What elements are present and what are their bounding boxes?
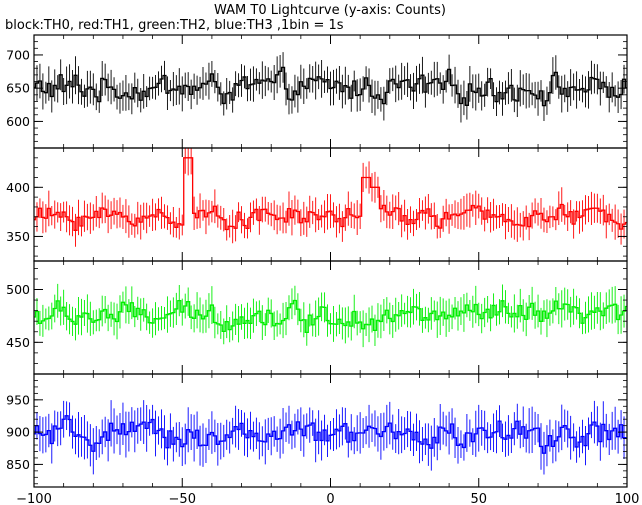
- error-bars-th3: [34, 400, 627, 475]
- x-tick-label: 0: [326, 492, 334, 505]
- series-th1: [34, 148, 627, 247]
- series-th3: [34, 400, 627, 475]
- panel-th3: 850 900 950: [6, 373, 628, 488]
- panels-group: 600 650 700 350 400 450 500 850 900 950: [6, 34, 628, 488]
- x-tick-label: 100: [615, 492, 640, 505]
- series-th0: [34, 52, 627, 123]
- y-tick-label: 500: [6, 282, 30, 297]
- y-tick-label: 400: [6, 180, 30, 195]
- y-tick-label: 650: [6, 81, 30, 96]
- error-bars-th2: [34, 283, 627, 348]
- y-tick-label: 700: [6, 47, 30, 62]
- x-axis: −100 −50 0 50 100: [16, 492, 639, 505]
- step-line-th1: [34, 157, 627, 231]
- step-line-th0: [34, 66, 627, 107]
- x-tick-label: 50: [470, 492, 487, 505]
- y-tick-label: 450: [6, 335, 30, 350]
- panel-th2: 450 500: [6, 260, 628, 375]
- step-line-th3: [34, 415, 627, 454]
- step-line-th2: [34, 299, 627, 334]
- y-tick-label: 950: [6, 392, 30, 407]
- series-th2: [34, 283, 627, 348]
- y-tick-label: 850: [6, 457, 30, 472]
- x-tick-label: −100: [16, 492, 52, 505]
- chart-subtitle: block:TH0, red:TH1, green:TH2, blue:TH3 …: [5, 18, 344, 33]
- y-tick-label: 600: [6, 114, 30, 129]
- chart-title: WAM T0 Lightcurve (y-axis: Counts): [214, 3, 446, 18]
- y-tick-label: 350: [6, 229, 30, 244]
- panel-th1: 350 400: [6, 147, 628, 262]
- y-tick-label: 900: [6, 425, 30, 440]
- error-bars-th0: [34, 52, 627, 123]
- x-tick-label: −50: [169, 492, 196, 505]
- panel-th0: 600 650 700: [6, 34, 628, 149]
